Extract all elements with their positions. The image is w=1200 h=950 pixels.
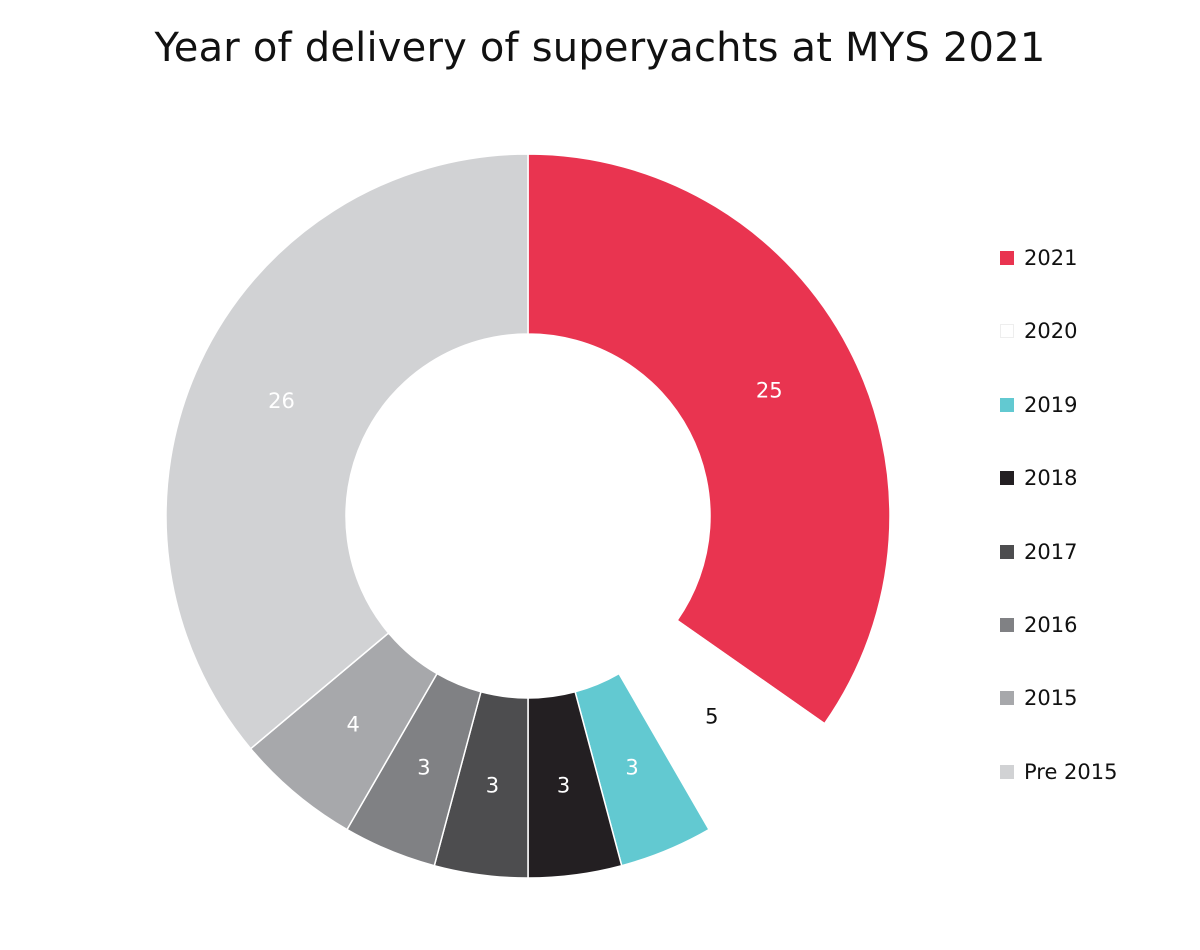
legend-swatch <box>1000 398 1014 412</box>
legend-item: Pre 2015 <box>1000 759 1190 783</box>
legend-swatch <box>1000 545 1014 559</box>
slice-value-label: 3 <box>486 774 499 798</box>
legend-item: 2021 <box>1000 245 1190 269</box>
legend-label: 2020 <box>1024 318 1077 344</box>
legend-label: 2021 <box>1024 245 1077 271</box>
slice-value-label: 3 <box>417 755 430 779</box>
legend: 2021 2020 2019 2018 2017 2016 2015 Pre 2015 <box>1000 245 1190 832</box>
legend-item: 2017 <box>1000 539 1190 563</box>
legend-label: 2019 <box>1024 392 1077 418</box>
legend-swatch <box>1000 471 1014 485</box>
legend-label: Pre 2015 <box>1024 759 1118 785</box>
legend-item: 2015 <box>1000 685 1190 709</box>
slice-value-label: 5 <box>705 705 718 729</box>
donut-slice <box>166 154 528 749</box>
slice-value-label: 26 <box>268 389 295 413</box>
legend-label: 2017 <box>1024 539 1077 565</box>
slice-value-label: 25 <box>756 378 783 402</box>
legend-swatch <box>1000 765 1014 779</box>
legend-item: 2020 <box>1000 318 1190 342</box>
legend-swatch <box>1000 691 1014 705</box>
legend-swatch <box>1000 618 1014 632</box>
slice-value-label: 3 <box>557 774 570 798</box>
legend-label: 2015 <box>1024 685 1077 711</box>
legend-label: 2018 <box>1024 465 1077 491</box>
slice-value-label: 4 <box>346 712 359 736</box>
legend-item: 2018 <box>1000 465 1190 489</box>
legend-swatch <box>1000 251 1014 265</box>
slice-value-label: 3 <box>625 755 638 779</box>
legend-item: 2019 <box>1000 392 1190 416</box>
legend-label: 2016 <box>1024 612 1077 638</box>
legend-item: 2016 <box>1000 612 1190 636</box>
legend-swatch <box>1000 324 1014 338</box>
donut-slice <box>528 154 890 724</box>
